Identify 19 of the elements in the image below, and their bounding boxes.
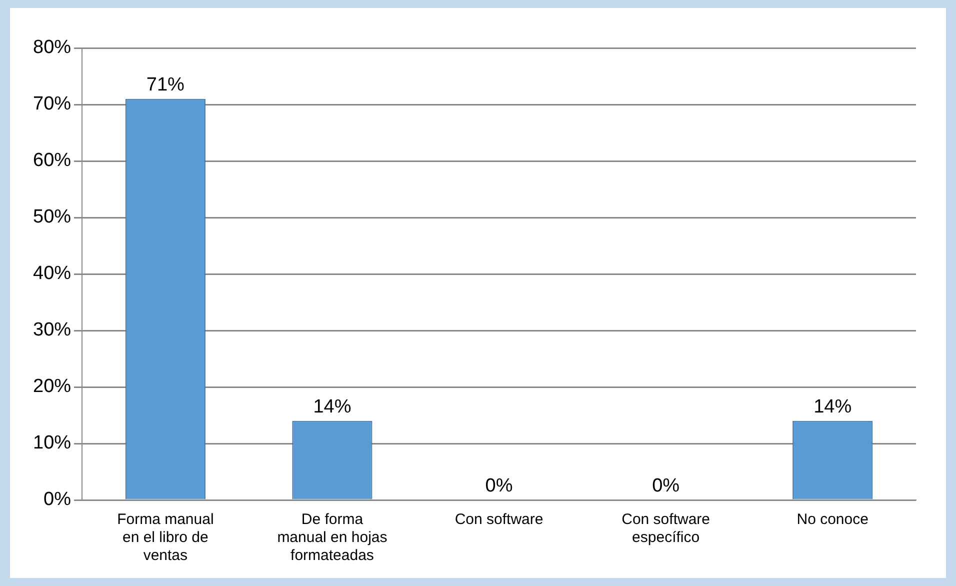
- y-tick-label: 50%: [32, 206, 72, 228]
- data-label: 0%: [652, 476, 680, 497]
- x-tick-label: Con software específico: [622, 511, 710, 546]
- x-tick-label: Con software: [454, 511, 544, 528]
- data-label: 14%: [814, 396, 852, 418]
- data-label: 71%: [146, 74, 185, 96]
- y-tick-label: 20%: [32, 376, 72, 398]
- x-tick-label: No conoce: [796, 511, 868, 528]
- data-label: 0%: [485, 476, 513, 497]
- y-tick-label: 0%: [44, 489, 72, 510]
- y-tick-label: 10%: [32, 432, 72, 454]
- y-tick-label: 30%: [32, 320, 72, 341]
- x-tick-label: De forma manual en hojas formateadas: [277, 511, 388, 564]
- y-tick-label: 60%: [32, 150, 72, 172]
- y-tick-label: 70%: [32, 94, 72, 115]
- x-tick-label: Forma manual en el libro de ventas: [117, 511, 214, 564]
- y-tick-label: 40%: [32, 263, 72, 284]
- data-label: 14%: [313, 396, 352, 418]
- y-tick-label: 80%: [32, 37, 72, 58]
